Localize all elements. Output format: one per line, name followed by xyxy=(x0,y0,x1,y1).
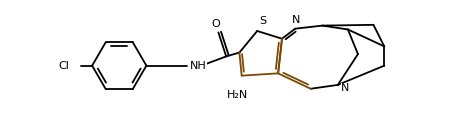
Text: H₂N: H₂N xyxy=(226,90,248,100)
Text: S: S xyxy=(260,16,267,26)
Text: N: N xyxy=(341,83,349,93)
Text: Cl: Cl xyxy=(59,61,70,71)
Text: NH: NH xyxy=(190,61,207,71)
Text: O: O xyxy=(211,19,220,29)
Text: N: N xyxy=(292,15,300,25)
